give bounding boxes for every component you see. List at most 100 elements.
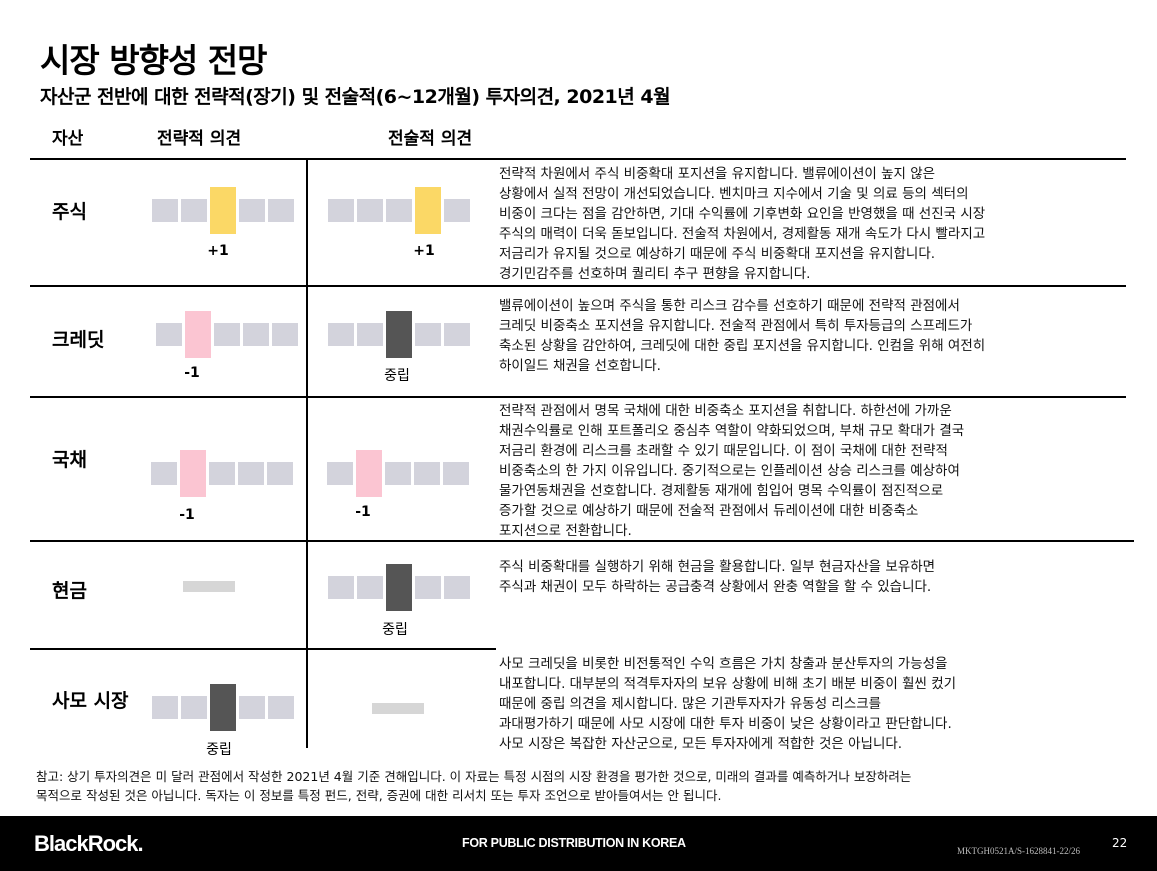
scale-cell [214,323,240,346]
scale-cell [209,462,235,485]
tactical-scale-equities [328,187,470,234]
scale-cell [181,199,207,222]
scale-cell [272,323,298,346]
description-govt-bonds: 전략적 관점에서 명목 국채에 대한 비중축소 포지션을 취합니다. 하한선에 … [499,401,964,541]
document-code: MKTGH0521A/S-1628841-22/26 [957,846,1080,856]
footnote: 참고: 상기 투자의견은 미 달러 관점에서 작성한 2021년 4월 기준 견… [36,767,911,805]
strategic-scale-credit [156,311,298,358]
tactical-scale-cash [328,564,470,611]
scale-cell [268,199,294,222]
description-equities: 전략적 차원에서 주식 비중확대 포지션을 유지합니다. 밸류에이션이 높지 않… [499,164,985,284]
scale-cell [268,696,294,719]
description-line: 내포합니다. 대부분의 적격투자자의 보유 상황에 비해 초기 배분 비중이 훨… [499,676,957,692]
scale-cell [238,462,264,485]
strategic-none-cash [183,581,235,592]
scale-cell [156,323,182,346]
scale-cell [243,323,269,346]
scale-cell [328,199,354,222]
description-line: 밸류에이션이 높으며 주식을 통한 리스크 감수를 선호하기 때문에 전략적 관… [499,298,960,314]
rule-vertical [306,160,308,748]
description-line: 전략적 관점에서 명목 국채에 대한 비중축소 포지션을 취합니다. 하한선에 … [499,403,952,419]
rule-row-1 [30,285,1126,287]
description-line: 사모 크레딧을 비롯한 비전통적인 수익 흐름은 가치 창출과 분산투자의 가능… [499,656,948,672]
description-line: 크레딧 비중축소 포지션을 유지합니다. 전술적 관점에서 특히 투자등급의 스… [499,318,973,334]
footnote-line: 참고: 상기 투자의견은 미 달러 관점에서 작성한 2021년 4월 기준 견… [36,769,912,784]
brand-logo: BlackRock. [34,831,144,856]
page-title: 시장 방향성 전망 [40,41,267,80]
column-header-asset: 자산 [52,129,84,149]
scale-cell [357,199,383,222]
scale-cell-selected [386,311,412,358]
scale-cell-selected [210,684,236,731]
description-line: 저금리가 유지될 것으로 예상하기 때문에 주식 비중확대 포지션을 유지합니다… [499,246,936,262]
footer-bar: BlackRock. FOR PUBLIC DISTRIBUTION IN KO… [0,816,1157,871]
tactical-score-cash: 중립 [382,622,408,638]
tactical-score-govt-bonds: -1 [355,504,371,520]
scale-cell [415,323,441,346]
tactical-none-private-markets [372,703,424,714]
scale-cell [328,576,354,599]
description-line: 물가연동채권을 선호합니다. 경제활동 재개에 힘입어 명목 수익률이 점진적으… [499,483,944,499]
rule-row-4 [30,648,496,650]
page-number: 22 [1112,836,1128,850]
rule-top [30,158,1126,160]
scale-cell-selected [185,311,211,358]
description-line: 축소된 상황을 감안하여, 크레딧에 대한 중립 포지션을 유지합니다. 인컴을… [499,338,986,354]
scale-cell [443,462,469,485]
strategic-score-govt-bonds: -1 [179,507,195,523]
description-line: 전략적 차원에서 주식 비중확대 포지션을 유지합니다. 밸류에이션이 높지 않… [499,166,936,182]
scale-cell-selected [210,187,236,234]
column-header-tactical: 전술적 의견 [388,129,473,149]
scale-cell [444,576,470,599]
row-label-private-markets: 사모 시장 [52,690,129,712]
description-line: 주식과 채권이 모두 하락하는 공급충격 상황에서 완충 역할을 할 수 있습니… [499,579,932,595]
scale-cell [239,696,265,719]
scale-cell [267,462,293,485]
description-line: 저금리 환경에 리스크를 초래할 수 있기 때문입니다. 이 점이 국채에 대한… [499,443,948,459]
description-cash: 주식 비중확대를 실행하기 위해 현금을 활용합니다. 일부 현금자산을 보유하… [499,557,935,597]
row-label-cash: 현금 [52,580,87,602]
description-line: 채권수익률로 인해 포트폴리오 중심추 역할이 약화되었으며, 부채 규모 확대… [499,423,965,439]
tactical-scale-govt-bonds [327,450,469,497]
scale-cell [327,462,353,485]
scale-cell [444,199,470,222]
row-label-govt-bonds: 국채 [52,449,87,471]
tactical-score-credit: 중립 [384,368,410,384]
description-line: 비중축소의 한 가지 이유입니다. 중기적으로는 인플레이션 상승 리스크를 예… [499,463,960,479]
scale-cell [151,462,177,485]
description-line: 증가할 것으로 예상하기 때문에 전술적 관점에서 듀레이션에 대한 비중축소 [499,503,919,519]
scale-cell [385,462,411,485]
strategic-scale-govt-bonds [151,450,293,497]
scale-cell-selected [386,564,412,611]
strategic-scale-equities [152,187,294,234]
scale-cell [239,199,265,222]
scale-cell-selected [356,450,382,497]
description-line: 과대평가하기 때문에 사모 시장에 대한 투자 비중이 낮은 상황이라고 판단합… [499,716,952,732]
rule-row-3 [30,540,1134,542]
footnote-line: 목적으로 작성된 것은 아닙니다. 독자는 이 정보를 특정 펀드, 전략, 증… [36,788,722,803]
description-private-markets: 사모 크레딧을 비롯한 비전통적인 수익 흐름은 가치 창출과 분산투자의 가능… [499,654,956,754]
row-label-credit: 크레딧 [52,329,105,351]
strategic-score-equities: +1 [207,243,229,259]
tactical-score-equities: +1 [413,243,435,259]
description-line: 사모 시장은 복잡한 자산군으로, 모든 투자자에게 적합한 것은 아닙니다. [499,736,903,752]
description-line: 비중이 크다는 점을 감안하면, 기대 수익률에 기후변화 요인을 반영했을 때… [499,206,986,222]
description-line: 주식 비중확대를 실행하기 위해 현금을 활용합니다. 일부 현금자산을 보유하… [499,559,936,575]
scale-cell [181,696,207,719]
scale-cell [357,323,383,346]
distribution-notice: FOR PUBLIC DISTRIBUTION IN KOREA [462,836,686,850]
page-subtitle: 자산군 전반에 대한 전략적(장기) 및 전술적(6~12개월) 투자의견, 2… [40,86,671,108]
scale-cell [152,696,178,719]
row-label-equities: 주식 [52,201,87,223]
description-line: 상황에서 실적 전망이 개선되었습니다. 벤치마크 지수에서 기술 및 의료 등… [499,186,969,202]
scale-cell [152,199,178,222]
description-line: 때문에 중립 의견을 제시합니다. 많은 기관투자자가 유동성 리스크를 [499,696,882,712]
column-header-strategic: 전략적 의견 [157,129,242,149]
description-line: 포지션으로 전환합니다. [499,523,632,539]
scale-cell [415,576,441,599]
scale-cell [386,199,412,222]
strategic-scale-private-markets [152,684,294,731]
scale-cell [414,462,440,485]
description-line: 경기민감주를 선호하며 퀄리티 추구 편향을 유지합니다. [499,266,811,282]
scale-cell [357,576,383,599]
